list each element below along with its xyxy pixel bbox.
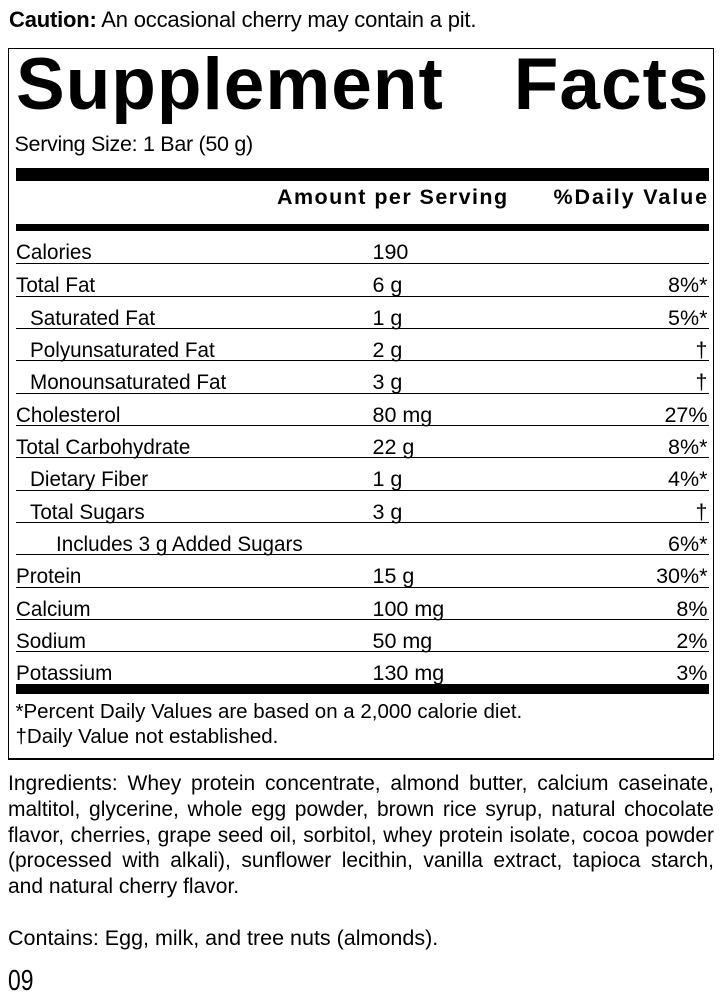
divider-thick-bottom <box>15 683 709 694</box>
nutrient-daily-value: 27% <box>664 402 708 427</box>
nutrient-row-calcium: Calcium 100 mg 8% <box>15 586 709 621</box>
column-headers: Amount per Serving %Daily Value <box>16 180 709 223</box>
ingredients-line-4: (processed with alkali), sunflower lecit… <box>8 849 714 873</box>
nutrient-name: Potassium <box>15 661 112 686</box>
divider-thick-top <box>15 168 709 181</box>
nutrient-row-saturated-fat: Saturated Fat 1 g 5%* <box>15 295 709 330</box>
nutrient-amount: 130 mg <box>372 661 445 686</box>
column-header-amount: Amount per Serving <box>277 184 509 209</box>
ingredients-line-5: and natural cherry flavor. <box>8 875 240 899</box>
nutrient-amount: 190 <box>372 240 409 264</box>
nutrient-daily-value: † <box>695 370 708 395</box>
ingredients-line-2: maltitol, glycerine, whole egg powder, b… <box>8 797 714 821</box>
panel-title-word1: Supplement <box>16 44 444 125</box>
nutrient-amount: 2 g <box>372 338 403 363</box>
nutrient-name: Saturated Fat <box>29 305 155 330</box>
ingredients-line-3: flavor, cherries, grape seed oil, sorbit… <box>8 823 714 847</box>
ingredients-line-1: Ingredients: Whey protein concentrate, a… <box>8 772 714 795</box>
nutrient-daily-value: 8%* <box>668 435 708 460</box>
nutrient-row-monounsaturated-fat: Monounsaturated Fat 3 g † <box>15 360 709 395</box>
nutrient-amount: 15 g <box>372 564 415 589</box>
nutrient-amount: 100 mg <box>372 596 445 621</box>
caution-note: Caution: An occasional cherry may contai… <box>9 9 476 31</box>
nutrient-name: Cholesterol <box>15 402 120 427</box>
nutrient-row-protein: Protein 15 g 30%* <box>15 554 709 589</box>
footnotes: *Percent Daily Values are based on a 2,0… <box>16 699 523 750</box>
nutrient-name: Monounsaturated Fat <box>29 370 226 395</box>
nutrient-daily-value: 6%* <box>668 532 708 557</box>
nutrient-amount: 1 g <box>372 305 403 330</box>
nutrient-name: Total Sugars <box>29 499 145 524</box>
nutrient-row-total-fat: Total Fat 6 g 8%* <box>15 263 709 298</box>
lot-code: 09 <box>8 964 34 997</box>
footnote-2: †Daily Value not established. <box>15 724 279 748</box>
nutrient-row-total-carbohydrate: Total Carbohydrate 22 g 8%* <box>15 425 709 460</box>
nutrient-name: Calcium <box>15 596 91 621</box>
caution-text: An occasional cherry may contain a pit. <box>96 7 477 32</box>
nutrient-row-sodium: Sodium 50 mg 2% <box>15 619 709 654</box>
nutrient-daily-value: 8% <box>676 596 708 621</box>
divider-medium <box>15 223 709 231</box>
ingredients-paragraph: Ingredients: Whey protein concentrate, a… <box>8 771 714 900</box>
footnote-1: *Percent Daily Values are based on a 2,0… <box>15 699 523 723</box>
nutrient-name: Dietary Fiber <box>29 467 148 492</box>
nutrient-rows: Calories 190 Total Fat 6 g 8%* Saturated Fat 1… <box>15 231 709 686</box>
nutrient-amount: 3 g <box>372 370 403 395</box>
nutrient-row-includes-3-g-added-sugars: Includes 3 g Added Sugars 6%* <box>15 522 709 557</box>
panel-title-word2: Facts <box>513 44 710 125</box>
supplement-facts-panel: Supplement Facts Serving Size: 1 Bar (50… <box>8 47 714 760</box>
nutrient-name: Total Fat <box>15 273 95 298</box>
nutrient-name: Polyunsaturated Fat <box>29 338 215 363</box>
nutrient-amount: 6 g <box>372 273 403 298</box>
nutrient-amount: 50 mg <box>372 629 433 654</box>
nutrient-name: Protein <box>15 564 81 589</box>
nutrient-row-calories: Calories 190 <box>16 231 709 263</box>
nutrient-amount: 22 g <box>372 435 415 460</box>
column-header-daily-value: %Daily Value <box>553 184 709 209</box>
nutrient-row-polyunsaturated-fat: Polyunsaturated Fat 2 g † <box>15 328 709 363</box>
nutrient-daily-value: 3% <box>676 661 708 686</box>
nutrient-daily-value: † <box>695 338 708 363</box>
nutrient-daily-value: 5%* <box>668 305 708 330</box>
contains-statement: Contains: Egg, milk, and tree nuts (almo… <box>8 925 439 950</box>
caution-label: Caution: <box>9 7 97 32</box>
nutrient-daily-value: 4%* <box>668 467 708 492</box>
nutrient-daily-value: 2% <box>676 629 708 654</box>
nutrient-row-total-sugars: Total Sugars 3 g † <box>15 489 709 524</box>
nutrient-name: Total Carbohydrate <box>15 435 190 460</box>
nutrient-daily-value: 30%* <box>656 564 708 589</box>
nutrient-name: Sodium <box>15 629 86 654</box>
nutrient-row-potassium: Potassium 130 mg 3% <box>15 651 709 686</box>
nutrient-name: Calories <box>15 240 92 264</box>
nutrient-name: Includes 3 g Added Sugars <box>55 532 303 557</box>
nutrient-row-cholesterol: Cholesterol 80 mg 27% <box>15 392 709 427</box>
panel-title: Supplement Facts <box>16 48 710 121</box>
nutrient-daily-value: 8%* <box>668 273 708 298</box>
nutrient-amount: 3 g <box>372 499 403 524</box>
serving-size: Serving Size: 1 Bar (50 g) <box>14 131 254 156</box>
nutrient-amount: 80 mg <box>372 402 433 427</box>
nutrient-daily-value: † <box>695 499 708 524</box>
nutrient-row-dietary-fiber: Dietary Fiber 1 g 4%* <box>15 457 709 492</box>
nutrient-amount: 1 g <box>372 467 403 492</box>
